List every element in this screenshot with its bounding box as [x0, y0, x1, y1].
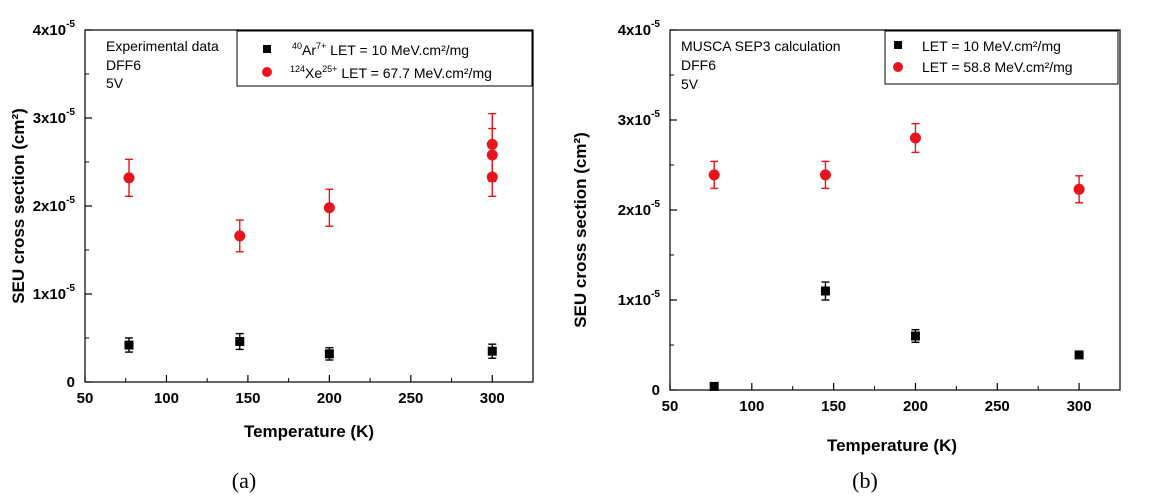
- x-axis-label-b: Temperature (K): [827, 436, 957, 455]
- y-tick-label: 4x10-5: [33, 19, 76, 39]
- y-tick-exponent: -5: [66, 19, 75, 30]
- legend-sup: 25+: [322, 64, 337, 74]
- data-point-square: [910, 331, 920, 341]
- x-tick-label: 200: [317, 390, 342, 407]
- y-tick-label: 3x10-5: [33, 107, 76, 127]
- data-point-circle: [1073, 183, 1085, 195]
- panel-label-b: (b): [852, 468, 878, 493]
- data-point-square: [324, 349, 334, 359]
- data-point-square: [1074, 350, 1084, 360]
- legend-sup: 7+: [316, 41, 326, 51]
- x-tick-label: 100: [739, 398, 764, 415]
- y-tick-label: 4x10-5: [618, 19, 661, 39]
- y-tick-exponent: -5: [651, 109, 660, 120]
- legend-label-xe: 124Xe25+ LET = 67.7 MeV.cm²/mg: [290, 64, 492, 81]
- panel-label-a: (a): [232, 468, 256, 493]
- x-tick-label: 150: [821, 398, 846, 415]
- y-tick-mantissa: 0: [67, 374, 75, 391]
- annotation-line: DFF6: [681, 57, 716, 73]
- legend-text: LET = 10 MeV.cm²/mg: [326, 42, 469, 58]
- y-tick-exponent: -5: [651, 199, 660, 210]
- annotation-line: 5V: [681, 76, 699, 92]
- annotation-line: DFF6: [106, 57, 141, 73]
- y-tick-exponent: -5: [651, 289, 660, 300]
- data-point-square: [709, 381, 719, 391]
- y-tick-mantissa: 3x10: [33, 110, 66, 127]
- data-point-circle: [486, 171, 498, 183]
- y-axis-label-a: SEU cross section (cm²): [9, 108, 28, 304]
- y-tick-label: 1x10-5: [33, 283, 76, 303]
- data-point-square: [124, 340, 134, 350]
- y-tick-exponent: -5: [66, 283, 75, 294]
- x-tick-label: 300: [480, 390, 505, 407]
- data-point-square: [235, 337, 245, 347]
- data-marks-b: [708, 122, 1085, 391]
- data-point-circle: [123, 172, 135, 184]
- x-tick-label: 300: [1067, 398, 1092, 415]
- legend-sup: 40: [292, 41, 302, 51]
- legend-ion: Xe: [305, 65, 322, 81]
- legend-sup: 124: [290, 64, 305, 74]
- legend-box-a: [236, 30, 533, 87]
- legend-marker-square: [894, 41, 902, 49]
- y-tick-label: 3x10-5: [618, 109, 661, 129]
- panel-b: 50 100 150 200 250 300 01x10-52x10-53x10-54x1…: [571, 19, 1121, 493]
- legend-label-let58: LET = 58.8 MeV.cm²/mg: [922, 59, 1073, 75]
- panel-a: 50 100 150 200 250 300 01x10-52x10-53x10-54x1…: [9, 19, 534, 493]
- y-tick-mantissa: 1x10: [618, 292, 651, 309]
- x-tick-label: 100: [154, 390, 179, 407]
- x-tick-label: 50: [662, 398, 679, 415]
- annotation-line: Experimental data: [106, 38, 219, 54]
- legend-marker-circle: [262, 67, 272, 77]
- y-tick-label: 0: [652, 382, 660, 399]
- y-tick-exponent: -5: [66, 195, 75, 206]
- y-tick-label: 2x10-5: [33, 195, 76, 215]
- y-tick-label: 0: [67, 374, 75, 391]
- x-tick-label: 50: [77, 390, 94, 407]
- data-point-circle: [234, 230, 246, 242]
- x-tick-label: 250: [398, 390, 423, 407]
- legend-box-b: [884, 30, 1119, 85]
- annotation-line: MUSCA SEP3 calculation: [681, 38, 841, 54]
- legend-label-let10: LET = 10 MeV.cm²/mg: [922, 38, 1061, 54]
- data-marks-a: [123, 112, 498, 361]
- y-tick-mantissa: 4x10: [618, 22, 651, 39]
- data-point-circle: [819, 169, 831, 181]
- y-axis-label-b: SEU cross section (cm²): [571, 132, 590, 328]
- legend-text: LET = 67.7 MeV.cm²/mg: [337, 65, 491, 81]
- legend-ion: Ar: [302, 42, 316, 58]
- annotation-b: MUSCA SEP3 calculation DFF6 5V: [681, 38, 841, 92]
- legend-marker-circle: [893, 62, 903, 72]
- data-point-circle: [323, 202, 335, 214]
- data-point-circle: [909, 132, 921, 144]
- x-tick-label: 250: [985, 398, 1010, 415]
- legend-label-ar: 40Ar7+ LET = 10 MeV.cm²/mg: [292, 41, 469, 58]
- y-tick-mantissa: 4x10: [33, 22, 66, 39]
- y-tick-mantissa: 0: [652, 382, 660, 399]
- x-ticks-b: 50 100 150 200 250 300: [662, 383, 1092, 415]
- legend-a: 40Ar7+ LET = 10 MeV.cm²/mg 124Xe25+ LET …: [236, 30, 533, 87]
- annotation-line: 5V: [106, 75, 124, 91]
- y-tick-mantissa: 1x10: [33, 286, 66, 303]
- y-tick-label: 1x10-5: [618, 289, 661, 309]
- x-tick-label: 200: [903, 398, 928, 415]
- data-point-circle: [708, 169, 720, 181]
- annotation-a: Experimental data DFF6 5V: [106, 38, 219, 91]
- y-tick-label: 2x10-5: [618, 199, 661, 219]
- x-ticks-a: 50 100 150 200 250 300: [77, 375, 505, 407]
- y-tick-mantissa: 2x10: [33, 198, 66, 215]
- legend-marker-square: [263, 45, 271, 53]
- x-tick-label: 150: [235, 390, 260, 407]
- data-point-square: [487, 346, 497, 356]
- x-axis-label-a: Temperature (K): [244, 422, 374, 441]
- y-tick-mantissa: 2x10: [618, 202, 651, 219]
- y-tick-exponent: -5: [651, 19, 660, 30]
- data-point-square: [820, 286, 830, 296]
- legend-b: LET = 10 MeV.cm²/mg LET = 58.8 MeV.cm²/m…: [884, 30, 1119, 85]
- y-tick-mantissa: 3x10: [618, 112, 651, 129]
- y-tick-exponent: -5: [66, 107, 75, 118]
